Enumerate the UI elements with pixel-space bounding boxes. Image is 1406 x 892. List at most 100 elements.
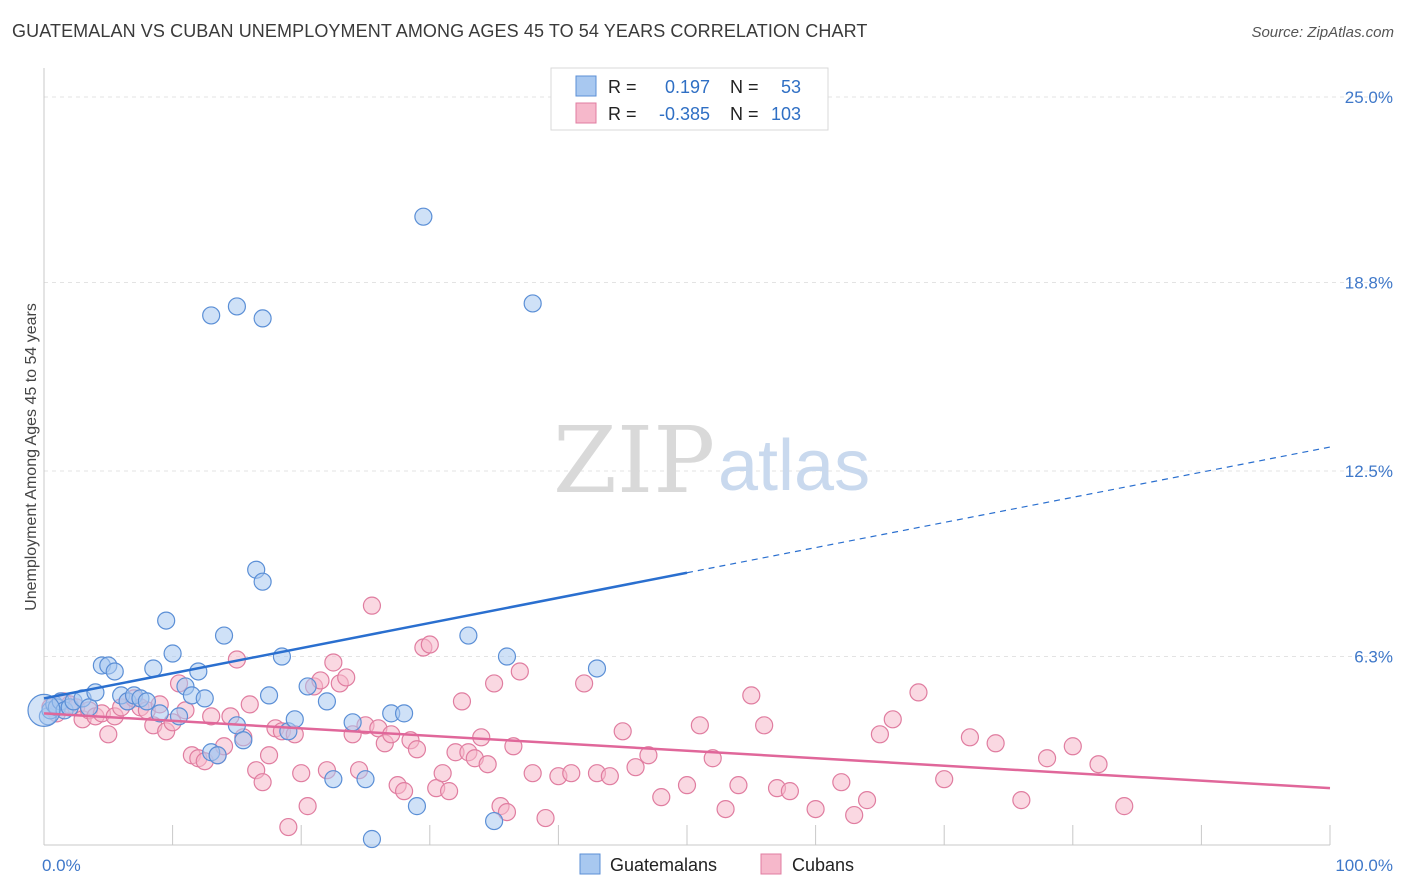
cubans-point-91	[755, 716, 774, 735]
cubans-point-9	[99, 725, 118, 744]
guatemalans-point-34	[253, 572, 272, 591]
guatemalans-point-44	[362, 829, 382, 849]
guatemalans-point-40	[317, 692, 337, 711]
legend-n-label-guatemalans: N =	[730, 77, 759, 97]
bottom-legend-swatch-cubans	[760, 853, 782, 875]
legend-r-label-guatemalans: R =	[608, 77, 637, 97]
cubans-point-73	[510, 662, 529, 681]
cubans-point-101	[935, 770, 954, 789]
cubans-point-108	[1115, 797, 1134, 816]
cubans-point-62	[439, 782, 459, 801]
legend-r-value-cubans: -0.385	[659, 104, 710, 124]
cubans-point-40	[298, 797, 317, 816]
guatemalans-point-27	[195, 689, 214, 708]
guatemalans-point-52	[459, 626, 478, 645]
cubans-point-68	[478, 755, 497, 774]
cubans-point-33	[253, 773, 272, 792]
cubans-point-90	[742, 686, 761, 705]
legend: R = 0.197 N = 53 R = -0.385 N = 103	[550, 67, 829, 131]
guatemalans-point-22	[163, 644, 182, 663]
chart-title: GUATEMALAN VS CUBAN UNEMPLOYMENT AMONG A…	[12, 21, 868, 41]
legend-r-value-guatemalans: 0.197	[665, 77, 710, 97]
cubans-point-50	[362, 596, 382, 615]
cubans-point-95	[832, 773, 851, 792]
guatemalans-point-46	[394, 704, 414, 723]
cubans-point-93	[780, 782, 799, 801]
legend-n-value-cubans: 103	[771, 104, 801, 124]
cubans-point-99	[883, 710, 902, 729]
guatemalans-point-41	[324, 770, 343, 789]
bottom-legend: Guatemalans Cubans	[579, 853, 854, 875]
guatemalans-trend-line	[43, 571, 688, 700]
guatemalans-point-20	[150, 704, 169, 723]
cubans-point-77	[562, 764, 581, 783]
cubans-point-59	[420, 635, 439, 654]
legend-box	[550, 67, 829, 131]
cubans-point-31	[240, 695, 259, 714]
guatemalans-point-35	[259, 686, 279, 705]
cubans-point-94	[806, 799, 825, 819]
guatemalans-point-30	[214, 626, 234, 645]
x-tick-label-0: 0.0%	[42, 856, 81, 875]
cubans-point-34	[259, 746, 279, 765]
cubans-point-81	[613, 722, 632, 741]
watermark: ZIP atlas	[553, 407, 870, 514]
cubans-point-102	[960, 728, 980, 747]
legend-n-label-cubans: N =	[730, 104, 759, 124]
legend-r-label-cubans: R =	[608, 104, 637, 124]
cubans-point-87	[703, 749, 722, 768]
guatemalans-point-32	[234, 731, 253, 750]
series-cubans	[41, 596, 1134, 837]
guatemalans-point-43	[356, 770, 375, 789]
guatemalans-point-26	[189, 662, 208, 681]
guatemalans-point-42	[343, 713, 362, 732]
guatemalans-cluster-point	[27, 693, 61, 727]
bottom-legend-label-guatemalans: Guatemalans	[610, 855, 717, 875]
cubans-point-39	[292, 764, 311, 783]
legend-swatch-guatemalans	[575, 75, 597, 97]
x-tick-label-1: 100.0%	[1335, 856, 1393, 875]
guatemalans-point-56	[587, 659, 607, 678]
trend-lines	[43, 446, 1331, 790]
cubans-point-64	[452, 692, 472, 711]
guatemalans-point-18	[137, 692, 156, 711]
cubans-point-104	[1012, 791, 1031, 810]
cubans-point-107	[1089, 755, 1108, 774]
guatemalans-point-49	[227, 297, 246, 316]
cubans-point-61	[433, 764, 452, 783]
guatemalans-point-38	[285, 710, 304, 729]
x-tick-labels: 0.0% 100.0%	[42, 856, 1393, 875]
guatemalans-point-47	[407, 797, 427, 816]
guatemalans-point-50	[253, 309, 272, 328]
guatemalans-point-55	[523, 294, 542, 313]
guatemalans-point-21	[157, 611, 176, 630]
cubans-point-57	[407, 740, 427, 759]
cubans-point-106	[1063, 737, 1082, 756]
y-tick-label-0: 6.3%	[1354, 648, 1393, 667]
y-axis-label: Unemployment Among Ages 45 to 54 years	[23, 303, 40, 611]
y-tick-label-3: 25.0%	[1345, 88, 1393, 107]
guatemalans-point-29	[208, 746, 227, 765]
bottom-legend-label-cubans: Cubans	[792, 855, 854, 875]
cubans-trend-line	[43, 712, 1331, 790]
watermark-atlas: atlas	[718, 426, 870, 506]
cubans-point-74	[523, 764, 542, 783]
legend-n-value-guatemalans: 53	[781, 77, 801, 97]
cubans-point-97	[857, 791, 877, 810]
cubans-point-44	[324, 653, 343, 672]
cubans-point-78	[575, 674, 594, 693]
cubans-point-83	[639, 746, 658, 765]
cubans-point-71	[497, 802, 517, 822]
y-tick-labels: 6.3% 12.5% 18.8% 25.0%	[1345, 88, 1393, 667]
guatemalans-point-54	[497, 647, 517, 666]
cubans-point-55	[394, 782, 414, 801]
guatemalans-point-51	[414, 207, 433, 226]
cubans-point-96	[845, 805, 864, 825]
y-tick-label-2: 18.8%	[1345, 274, 1393, 293]
cubans-point-37	[279, 817, 298, 837]
cubans-point-69	[485, 674, 504, 693]
cubans-point-105	[1037, 749, 1057, 768]
guatemalans-point-19	[144, 659, 163, 678]
bottom-legend-swatch-guatemalans	[579, 853, 601, 875]
